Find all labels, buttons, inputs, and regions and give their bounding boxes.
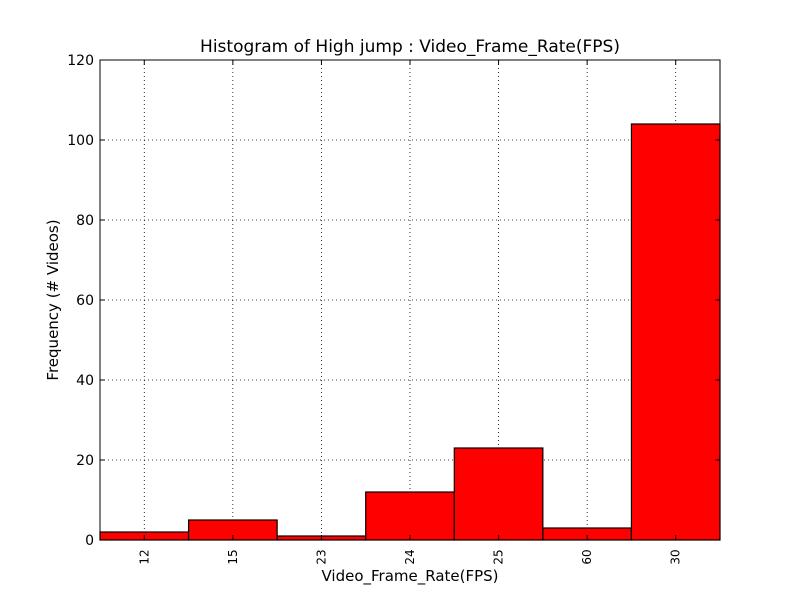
x-tick-label: 25: [492, 549, 506, 564]
x-tick-label: 15: [226, 549, 240, 564]
y-tick-label: 100: [67, 133, 94, 149]
y-tick-label: 20: [76, 453, 94, 469]
y-tick-label: 80: [76, 213, 94, 229]
x-tick-label: 12: [137, 549, 151, 564]
y-tick-label: 40: [76, 373, 94, 389]
x-tick-label: 24: [403, 549, 417, 564]
grid-layer: [100, 60, 720, 540]
x-tick-label: 23: [314, 549, 328, 564]
histogram-bar: [365, 491, 455, 541]
y-tick-label: 120: [67, 53, 94, 69]
y-tick-label: 0: [85, 533, 94, 549]
y-axis-label: Frequency (# Videos): [44, 219, 62, 380]
chart-title: Histogram of High jump : Video_Frame_Rat…: [200, 37, 620, 57]
x-axis-label: Video_Frame_Rate(FPS): [321, 567, 498, 586]
ticks-layer: 0 20 40 60 80 100 120 12 15 23 24 25 60 30: [67, 53, 720, 565]
histogram-bar: [630, 123, 721, 541]
plot-frame: [99, 59, 721, 541]
histogram-bar: [453, 447, 544, 541]
y-tick-label: 60: [76, 293, 94, 309]
x-tick-label: 60: [580, 549, 594, 564]
x-tick-label: 30: [669, 549, 683, 564]
